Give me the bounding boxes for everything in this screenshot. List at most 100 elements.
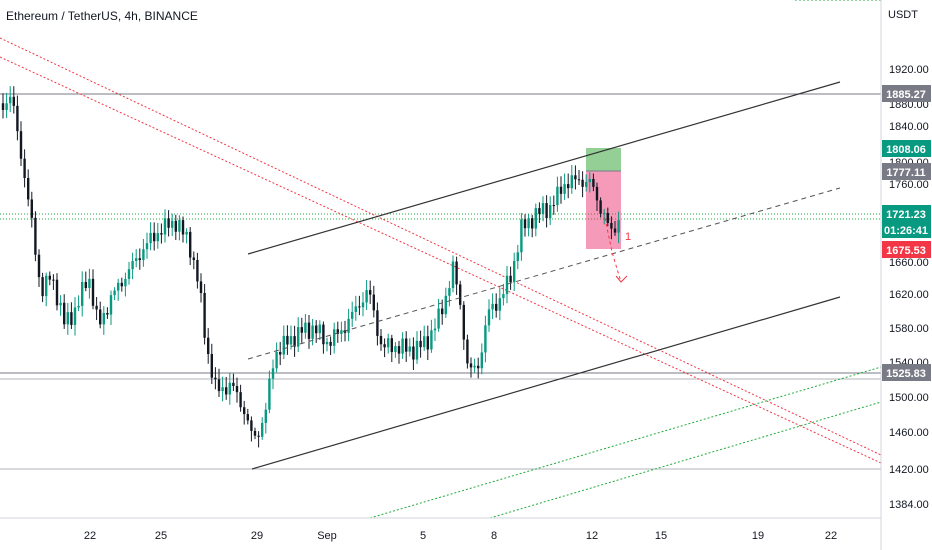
time-tick-label: 15 <box>655 530 667 542</box>
candle-body <box>466 339 469 364</box>
candle-body <box>221 387 224 392</box>
price-label-box <box>882 221 931 238</box>
candle-body <box>109 295 113 315</box>
candle-body <box>495 303 498 311</box>
candle-body <box>185 231 188 235</box>
price-label-text: 1808.06 <box>886 144 926 156</box>
price-tick-label: 1384.00 <box>889 499 929 511</box>
candle-body <box>37 254 41 278</box>
candle-body <box>545 203 548 219</box>
candle-body <box>336 329 339 334</box>
candle-body <box>415 340 419 360</box>
candle-body <box>149 232 152 244</box>
candle-body <box>160 233 163 235</box>
price-tick-label: 1420.00 <box>889 464 929 476</box>
candle-body <box>595 186 599 201</box>
candle-body <box>477 365 480 369</box>
candle-body <box>311 325 314 339</box>
candle-body <box>455 261 458 285</box>
price-label-box <box>882 140 931 157</box>
candle-body <box>520 219 523 253</box>
candle-body <box>581 179 584 187</box>
projection-arrow <box>604 217 622 283</box>
time-tick-label: 29 <box>251 530 263 542</box>
candle-body <box>610 222 613 229</box>
price-label-text: 1721.23 <box>886 209 926 221</box>
candle-body <box>405 338 408 352</box>
candle-body <box>502 294 505 299</box>
candle-body <box>261 422 264 437</box>
candlesticks <box>1 86 620 448</box>
price-tick-label: 1660.00 <box>889 257 929 269</box>
candle-body <box>419 340 422 348</box>
candle-body <box>531 218 534 229</box>
candle-body <box>556 186 559 206</box>
price-tick-label: 1580.00 <box>889 323 929 335</box>
trend-lines <box>0 0 882 519</box>
time-tick-label: 19 <box>752 530 764 542</box>
time-axis[interactable]: 22 25 29 Sep 5 8 12 15 19 22 <box>84 530 837 542</box>
candle-body <box>534 208 537 229</box>
time-tick-label: 22 <box>825 530 837 542</box>
candle-body <box>376 310 379 336</box>
candle-body <box>300 327 303 333</box>
time-tick-label: 5 <box>420 530 426 542</box>
stop-zone <box>586 171 621 249</box>
candle-body <box>181 220 185 235</box>
candle-body <box>113 290 116 296</box>
candle-body <box>91 278 95 306</box>
candle-body <box>574 175 577 180</box>
candle-body <box>95 305 98 310</box>
candle-body <box>484 325 487 353</box>
candle-body <box>217 379 221 392</box>
projection-arrowhead <box>615 275 628 283</box>
candle-body <box>30 199 33 218</box>
candle-body <box>135 258 138 261</box>
candle-body <box>73 307 77 325</box>
candle-body <box>599 200 602 214</box>
candle-body <box>253 430 257 436</box>
time-tick-label: 8 <box>491 530 497 542</box>
candle-body <box>167 218 170 228</box>
candle-body <box>117 282 120 291</box>
candle-body <box>567 184 570 189</box>
candle-body <box>433 328 437 331</box>
candle-body <box>516 252 519 262</box>
candle-body <box>437 308 440 329</box>
candle-body <box>142 249 145 261</box>
time-tick-label: 12 <box>586 530 598 542</box>
candle-body <box>171 220 174 228</box>
candle-body <box>383 344 386 348</box>
candle-body <box>469 363 473 368</box>
candle-body <box>322 324 325 345</box>
candle-body <box>340 330 343 334</box>
horizontal-levels <box>0 93 881 470</box>
candle-body <box>351 311 354 319</box>
candle-body <box>250 420 253 431</box>
candle-body <box>448 288 451 296</box>
candle-body <box>509 275 512 283</box>
candle-body <box>174 220 177 232</box>
candle-body <box>228 382 231 395</box>
candle-body <box>192 257 195 260</box>
candle-body <box>592 178 595 187</box>
candle-body <box>487 309 491 326</box>
candle-body <box>207 337 210 354</box>
price-label-box <box>882 163 931 180</box>
candle-body <box>257 435 260 437</box>
price-axis[interactable]: 1920.001880.001840.001800.001760.001720.… <box>889 64 929 511</box>
candle-body <box>55 279 59 306</box>
candle-body <box>239 392 242 408</box>
price-label-text: 1525.83 <box>886 368 926 380</box>
currency-label: USDT <box>888 9 918 21</box>
green-trend-line-2 <box>489 401 882 519</box>
candle-body <box>333 329 336 346</box>
candle-body <box>423 336 426 348</box>
candle-body <box>106 312 109 315</box>
candle-body <box>570 175 573 189</box>
candle-body <box>9 96 12 104</box>
candle-body <box>286 335 289 345</box>
candle-body <box>491 303 494 310</box>
candle-body <box>163 218 167 235</box>
